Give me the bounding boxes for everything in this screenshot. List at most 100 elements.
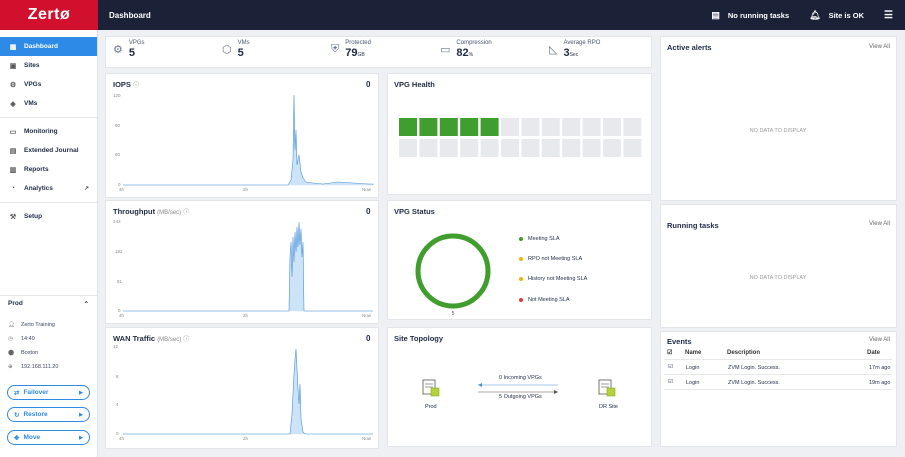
active-alerts-title: Active alerts	[667, 43, 712, 52]
vpg-health-cell-ok[interactable]	[439, 118, 458, 136]
running-tasks-label: No running tasks	[727, 10, 790, 20]
events-col-description[interactable]: Description	[727, 350, 761, 356]
sidebar-item-label: Reports	[24, 166, 49, 173]
site-time-label: 14:49	[21, 336, 35, 342]
tasks-view-all-link[interactable]: View All	[869, 221, 890, 227]
sidebar-item-vpgs[interactable]: ⚙ VPGs	[0, 75, 97, 94]
vpg-status-donut[interactable]: 5	[412, 230, 496, 320]
running-tasks-indicator[interactable]: ▤ No running tasks	[711, 10, 789, 21]
sidebar-item-monitoring[interactable]: ▭ Monitoring	[0, 122, 97, 141]
select-all-checkbox-icon[interactable]: ☑	[667, 350, 673, 356]
y-tick: 81	[117, 279, 123, 284]
zerto-logo[interactable]: Zertø	[0, 0, 98, 30]
vpg-health-grid[interactable]	[399, 118, 644, 160]
nav-divider	[0, 117, 97, 118]
external-link-icon: ↗	[83, 186, 89, 192]
legend-history-not-meeting-sla: History not Meeting SLA	[519, 276, 587, 282]
help-icon: ⓘ	[183, 210, 190, 216]
sidebar-item-sites[interactable]: ▣ Sites	[0, 56, 97, 75]
vpg-health-cell-ok[interactable]	[399, 118, 417, 136]
page-title: Dashboard	[109, 10, 151, 20]
x-tick: 4h	[119, 313, 125, 318]
vpg-health-cell-empty	[480, 139, 499, 157]
iops-chart[interactable]: 120 90 60 0 4h 2h Now	[113, 90, 375, 194]
vpg-health-cell-empty	[582, 118, 601, 136]
y-tick: 4	[116, 402, 119, 407]
vpg-health-cell-ok[interactable]	[419, 118, 438, 136]
y-tick: 243	[113, 219, 121, 224]
stat-value: 79GB	[345, 47, 365, 59]
sidebar-item-reports[interactable]: ▥ Reports	[0, 160, 97, 179]
stat-average-rpo[interactable]: ◺ Average RPO 3Sec	[549, 40, 600, 59]
site-name: Prod	[8, 300, 23, 307]
y-tick: 90	[115, 123, 121, 128]
failover-icon: ⇄	[14, 389, 20, 397]
monitor-icon: ▭	[9, 128, 17, 136]
vpg-health-cell-ok[interactable]	[460, 118, 479, 136]
vpg-health-cell-empty	[460, 139, 479, 157]
stat-label: Average RPO	[563, 40, 601, 46]
stat-value: 5	[128, 47, 135, 59]
vpgs-icon: ⚙	[9, 81, 17, 89]
legend-meeting-sla: Meeting SLA	[519, 236, 560, 242]
stat-label: Compression	[456, 40, 492, 46]
vpg-health-cell-ok[interactable]	[480, 118, 499, 136]
stat-value: 3Sec	[563, 47, 579, 59]
vpg-health-cell-empty	[562, 118, 581, 136]
y-tick: 8	[116, 374, 119, 379]
status-dot	[519, 237, 523, 241]
move-button[interactable]: ✥ Move ▶	[7, 430, 90, 445]
dr-site-label: DR Site	[599, 404, 618, 410]
throughput-title: Throughput (MB/sec) ⓘ	[113, 207, 190, 216]
vpg-health-cell-empty	[582, 139, 601, 157]
stat-compression[interactable]: ▭ Compression 82%	[440, 40, 492, 59]
events-col-date[interactable]: Date	[867, 350, 881, 356]
events-col-name[interactable]: Name	[685, 350, 702, 356]
sidebar-item-dashboard[interactable]: ▦ Dashboard	[0, 37, 97, 56]
restore-label: Restore	[23, 411, 48, 418]
vpg-health-cell-empty	[419, 139, 438, 157]
topology-diagram[interactable]	[420, 378, 640, 414]
setup-icon: ⚒	[9, 213, 17, 221]
site-status-indicator[interactable]: 🔔︎ Site is OK	[809, 10, 864, 21]
reports-icon: ▥	[9, 166, 17, 174]
failover-button[interactable]: ⇄ Failover ▶	[7, 385, 90, 400]
vpg-health-cell-empty	[439, 139, 458, 157]
x-tick: 2h	[243, 436, 249, 441]
x-tick: Now	[362, 313, 372, 318]
restore-button[interactable]: ↻ Restore ▶	[7, 407, 90, 422]
sidebar-item-setup[interactable]: ⚒ Setup	[0, 207, 97, 226]
stat-protected[interactable]: ⛨ Protected 79GB	[331, 40, 371, 59]
stat-value: 5	[237, 47, 244, 59]
running-tasks-panel	[660, 204, 897, 328]
sidebar-item-extended-journal[interactable]: ▤ Extended Journal	[0, 141, 97, 160]
y-tick: 0	[116, 431, 119, 436]
vpg-health-cell-empty	[603, 118, 621, 136]
sites-icon: ▣	[9, 62, 17, 70]
restore-icon: ↻	[14, 411, 20, 419]
wan-traffic-chart[interactable]: 12 8 4 0 4h 2h Now	[113, 344, 375, 444]
events-view-all-link[interactable]: View All	[869, 337, 890, 343]
vpg-health-cell-empty	[501, 139, 519, 157]
sidebar-item-vms[interactable]: ◈ VMs	[0, 94, 97, 113]
sidebar-item-label: Extended Journal	[24, 147, 79, 154]
alerts-view-all-link[interactable]: View All	[869, 44, 890, 50]
stat-value: 82%	[456, 47, 474, 59]
sidebar-item-analytics[interactable]: ◔ Analytics ↗	[0, 179, 97, 198]
site-selector[interactable]: Prod ⌃	[0, 300, 97, 308]
help-icon: ⓘ	[133, 83, 140, 89]
iops-panel	[105, 73, 379, 198]
sidebar-item-label: Dashboard	[24, 43, 58, 50]
throughput-chart[interactable]: 243 182 81 0 4h 2h Now	[113, 217, 375, 321]
vpg-health-cell-empty	[521, 118, 540, 136]
legend-rpo-not-meeting-sla: RPO not Meeting SLA	[519, 256, 582, 262]
x-tick: 4h	[119, 187, 125, 192]
stat-vpgs[interactable]: ⚙ VPGs 5	[113, 40, 145, 59]
event-description: ZVM Login. Success.	[728, 365, 780, 371]
stat-vms[interactable]: ⬡ VMs 5	[222, 40, 250, 59]
incoming-vpgs-label: 0 Incoming VPGs	[499, 375, 542, 381]
chevron-up-icon: ⌃	[83, 301, 89, 308]
tasks-icon: ▤	[711, 9, 720, 20]
menu-icon[interactable]: ☰	[884, 9, 893, 21]
vpg-health-cell-empty	[623, 139, 642, 157]
